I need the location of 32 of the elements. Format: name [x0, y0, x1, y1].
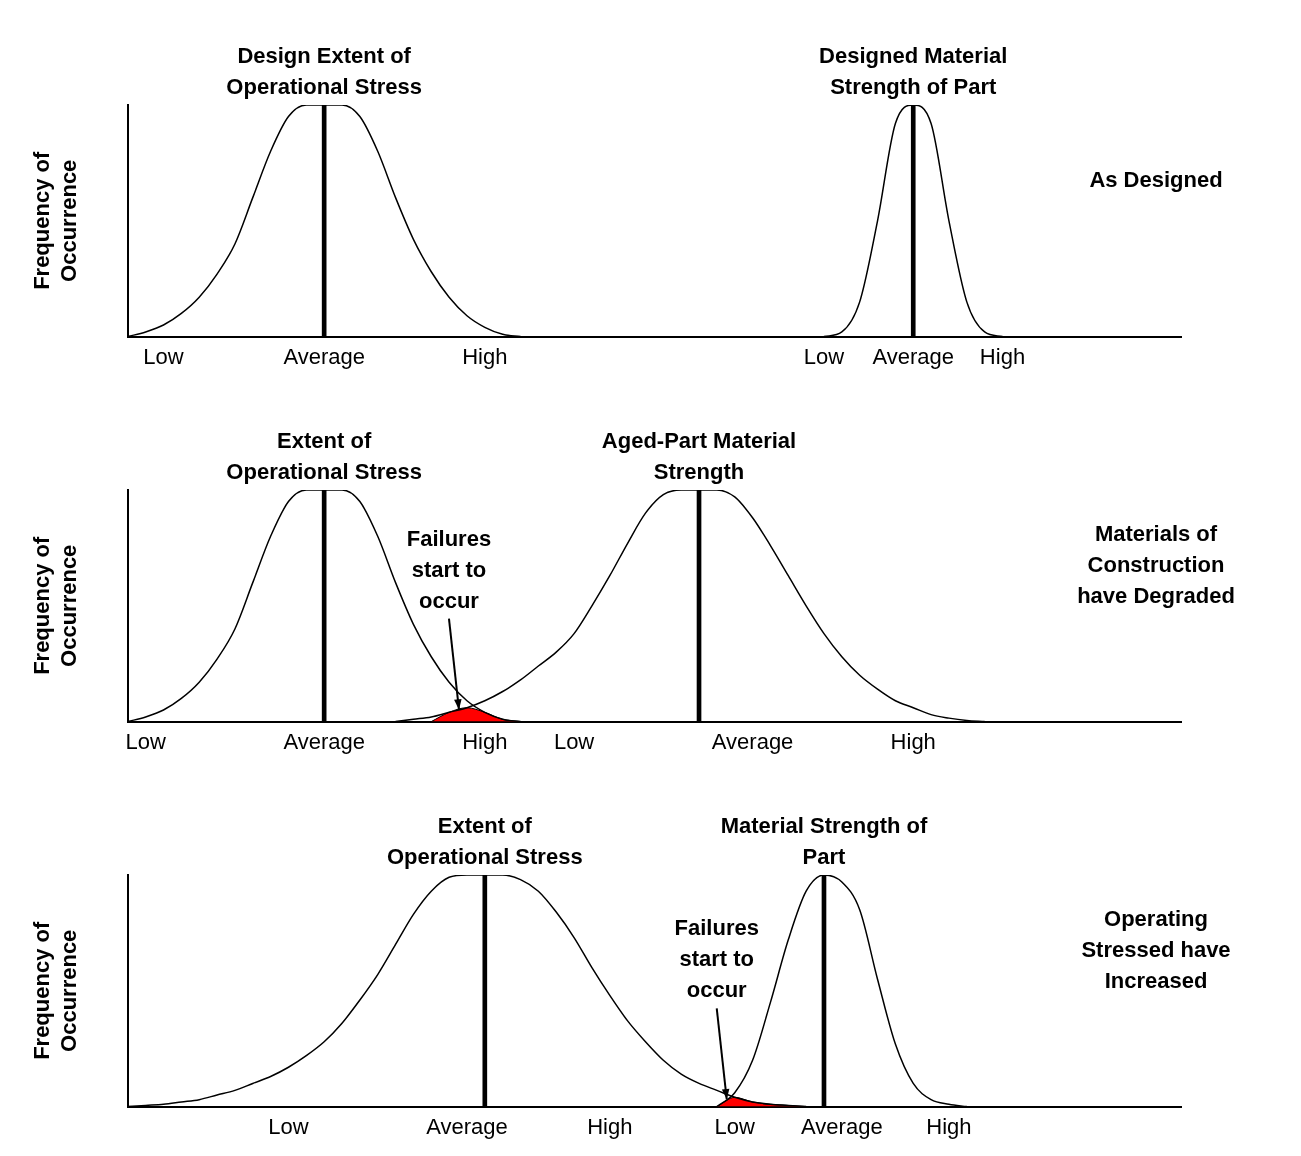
- series-label: Extent of Operational Stress: [226, 428, 422, 485]
- x-tick-label: High: [890, 728, 936, 754]
- annotation: Failures start to occur: [674, 915, 759, 1003]
- series-label: Extent of Operational Stress: [387, 813, 583, 870]
- x-tick-label: High: [462, 728, 508, 754]
- text: As Designed: [1089, 166, 1223, 192]
- series-label: Material Strength of Part: [720, 813, 928, 870]
- text: Operating Stressed have Increased: [1081, 905, 1231, 993]
- text: Materials of Construction have Degraded: [1077, 520, 1235, 608]
- x-tick-label: Low: [553, 728, 595, 754]
- series-label: Design Extent of Operational Stress: [226, 43, 422, 100]
- x-tick-label: High: [979, 343, 1026, 369]
- series-label: Designed Material Strength of Part: [819, 43, 1008, 100]
- x-tick-label: Low: [803, 343, 845, 369]
- x-tick-label: Average: [801, 1113, 883, 1139]
- series-label: Aged-Part Material Strength: [601, 428, 797, 485]
- x-tick-label: Average: [872, 343, 955, 369]
- annotation: Failures start to occur: [406, 525, 492, 613]
- x-tick-label: High: [462, 343, 508, 369]
- y-axis-title: Frequency of Occurrence: [29, 921, 81, 1060]
- x-tick-label: High: [926, 1113, 972, 1139]
- x-tick-label: Low: [143, 343, 184, 369]
- x-tick-label: Average: [426, 1113, 508, 1139]
- x-tick-label: Average: [283, 728, 365, 754]
- x-tick-label: Low: [268, 1113, 309, 1139]
- x-tick-label: Average: [711, 728, 794, 754]
- x-tick-label: Low: [714, 1113, 756, 1139]
- y-axis-title: Frequency of Occurrence: [29, 151, 81, 290]
- x-tick-label: Average: [283, 343, 365, 369]
- x-tick-label: High: [587, 1113, 633, 1139]
- y-axis-title: Frequency of Occurrence: [29, 536, 81, 675]
- x-tick-label: Low: [125, 728, 166, 754]
